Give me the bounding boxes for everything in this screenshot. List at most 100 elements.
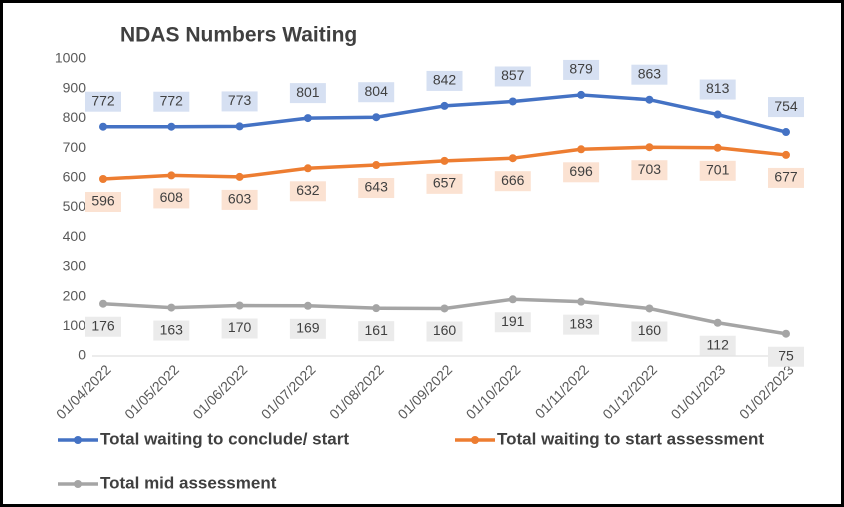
y-tick-label: 500 [63, 198, 87, 214]
data-point [713, 110, 722, 119]
data-point [645, 143, 654, 152]
data-label-box [768, 97, 804, 118]
data-point [645, 95, 654, 104]
data-label: 75 [778, 347, 794, 363]
data-point [508, 97, 517, 106]
data-point [303, 164, 312, 173]
data-label: 804 [365, 83, 389, 99]
data-label-box [289, 318, 326, 339]
data-label-box [699, 79, 736, 100]
legend-label: Total mid assessment [100, 473, 277, 492]
data-point [372, 113, 381, 122]
data-label-box [426, 173, 463, 194]
data-point [167, 303, 176, 312]
legend-label: Total waiting to start assessment [497, 429, 764, 448]
data-label: 160 [638, 322, 662, 338]
data-label: 608 [160, 189, 184, 205]
data-label: 596 [91, 193, 115, 209]
data-label-box [153, 188, 190, 209]
data-label: 657 [433, 175, 457, 191]
data-point [782, 128, 790, 137]
data-label: 772 [91, 92, 115, 108]
y-tick-label: 1000 [55, 50, 86, 66]
y-tick-label: 700 [63, 139, 87, 155]
data-label-box [768, 167, 804, 188]
y-tick-label: 200 [63, 287, 87, 303]
legend-marker [471, 436, 479, 444]
data-point [372, 304, 381, 313]
data-label-box [563, 59, 600, 80]
data-label: 112 [707, 336, 730, 352]
data-label-box [631, 160, 668, 181]
data-label: 696 [569, 163, 593, 179]
data-label: 772 [160, 92, 184, 108]
data-label-box [358, 82, 395, 103]
data-label-box [494, 66, 531, 87]
data-label-box [221, 318, 258, 339]
data-label: 603 [228, 191, 252, 207]
data-label: 857 [501, 67, 525, 83]
data-point [577, 90, 586, 99]
data-label-box [426, 321, 463, 342]
data-label: 801 [296, 84, 320, 100]
data-point [99, 122, 107, 131]
legend-label: Total waiting to conclude/ start [100, 429, 349, 448]
data-point [167, 171, 176, 180]
data-point [782, 150, 790, 159]
data-point [645, 304, 654, 313]
data-label: 666 [501, 172, 525, 188]
data-label-box [85, 91, 121, 112]
data-label: 842 [433, 72, 457, 88]
data-point [372, 161, 381, 170]
data-label: 813 [706, 80, 730, 96]
data-point [440, 304, 449, 313]
data-label: 161 [365, 322, 389, 338]
data-label: 160 [433, 322, 457, 338]
data-label: 163 [160, 321, 184, 337]
data-label: 879 [569, 61, 593, 77]
data-label-box [358, 321, 395, 342]
data-point [99, 299, 107, 308]
data-label-box [221, 91, 258, 112]
y-tick-label: 800 [63, 109, 87, 125]
chart-title: NDAS Numbers Waiting [120, 24, 357, 47]
data-label-box [563, 162, 600, 183]
data-label: 703 [638, 161, 662, 177]
data-label: 754 [774, 98, 798, 114]
data-label: 677 [774, 169, 798, 185]
data-point [782, 329, 790, 338]
data-label-box [289, 181, 326, 202]
data-point [235, 301, 244, 310]
data-label-box [563, 314, 600, 335]
data-label-box [85, 191, 121, 212]
data-point [303, 114, 312, 123]
y-tick-label: 600 [63, 169, 87, 185]
data-point [440, 156, 449, 165]
data-point [713, 318, 722, 327]
legend-marker [74, 436, 82, 444]
data-label-box [289, 83, 326, 104]
data-label-box [631, 64, 668, 85]
data-label-box [494, 312, 531, 333]
y-tick-label: 900 [63, 79, 87, 95]
data-label: 643 [365, 179, 389, 195]
legend-marker [74, 480, 82, 488]
data-label: 170 [228, 319, 252, 335]
data-label: 773 [228, 92, 252, 108]
data-point [235, 122, 244, 131]
data-label-box [631, 321, 668, 342]
y-tick-label: 100 [63, 317, 87, 333]
y-tick-label: 300 [63, 258, 87, 274]
data-label-box [153, 320, 190, 341]
data-label: 191 [501, 313, 525, 329]
data-label-box [85, 316, 121, 337]
data-point [167, 122, 176, 131]
data-label: 863 [638, 65, 662, 81]
data-point [303, 301, 312, 310]
data-label-box [699, 335, 736, 356]
data-label-box [358, 178, 395, 199]
data-label: 176 [91, 317, 115, 333]
data-label-box [699, 160, 736, 181]
data-label: 701 [706, 162, 730, 178]
